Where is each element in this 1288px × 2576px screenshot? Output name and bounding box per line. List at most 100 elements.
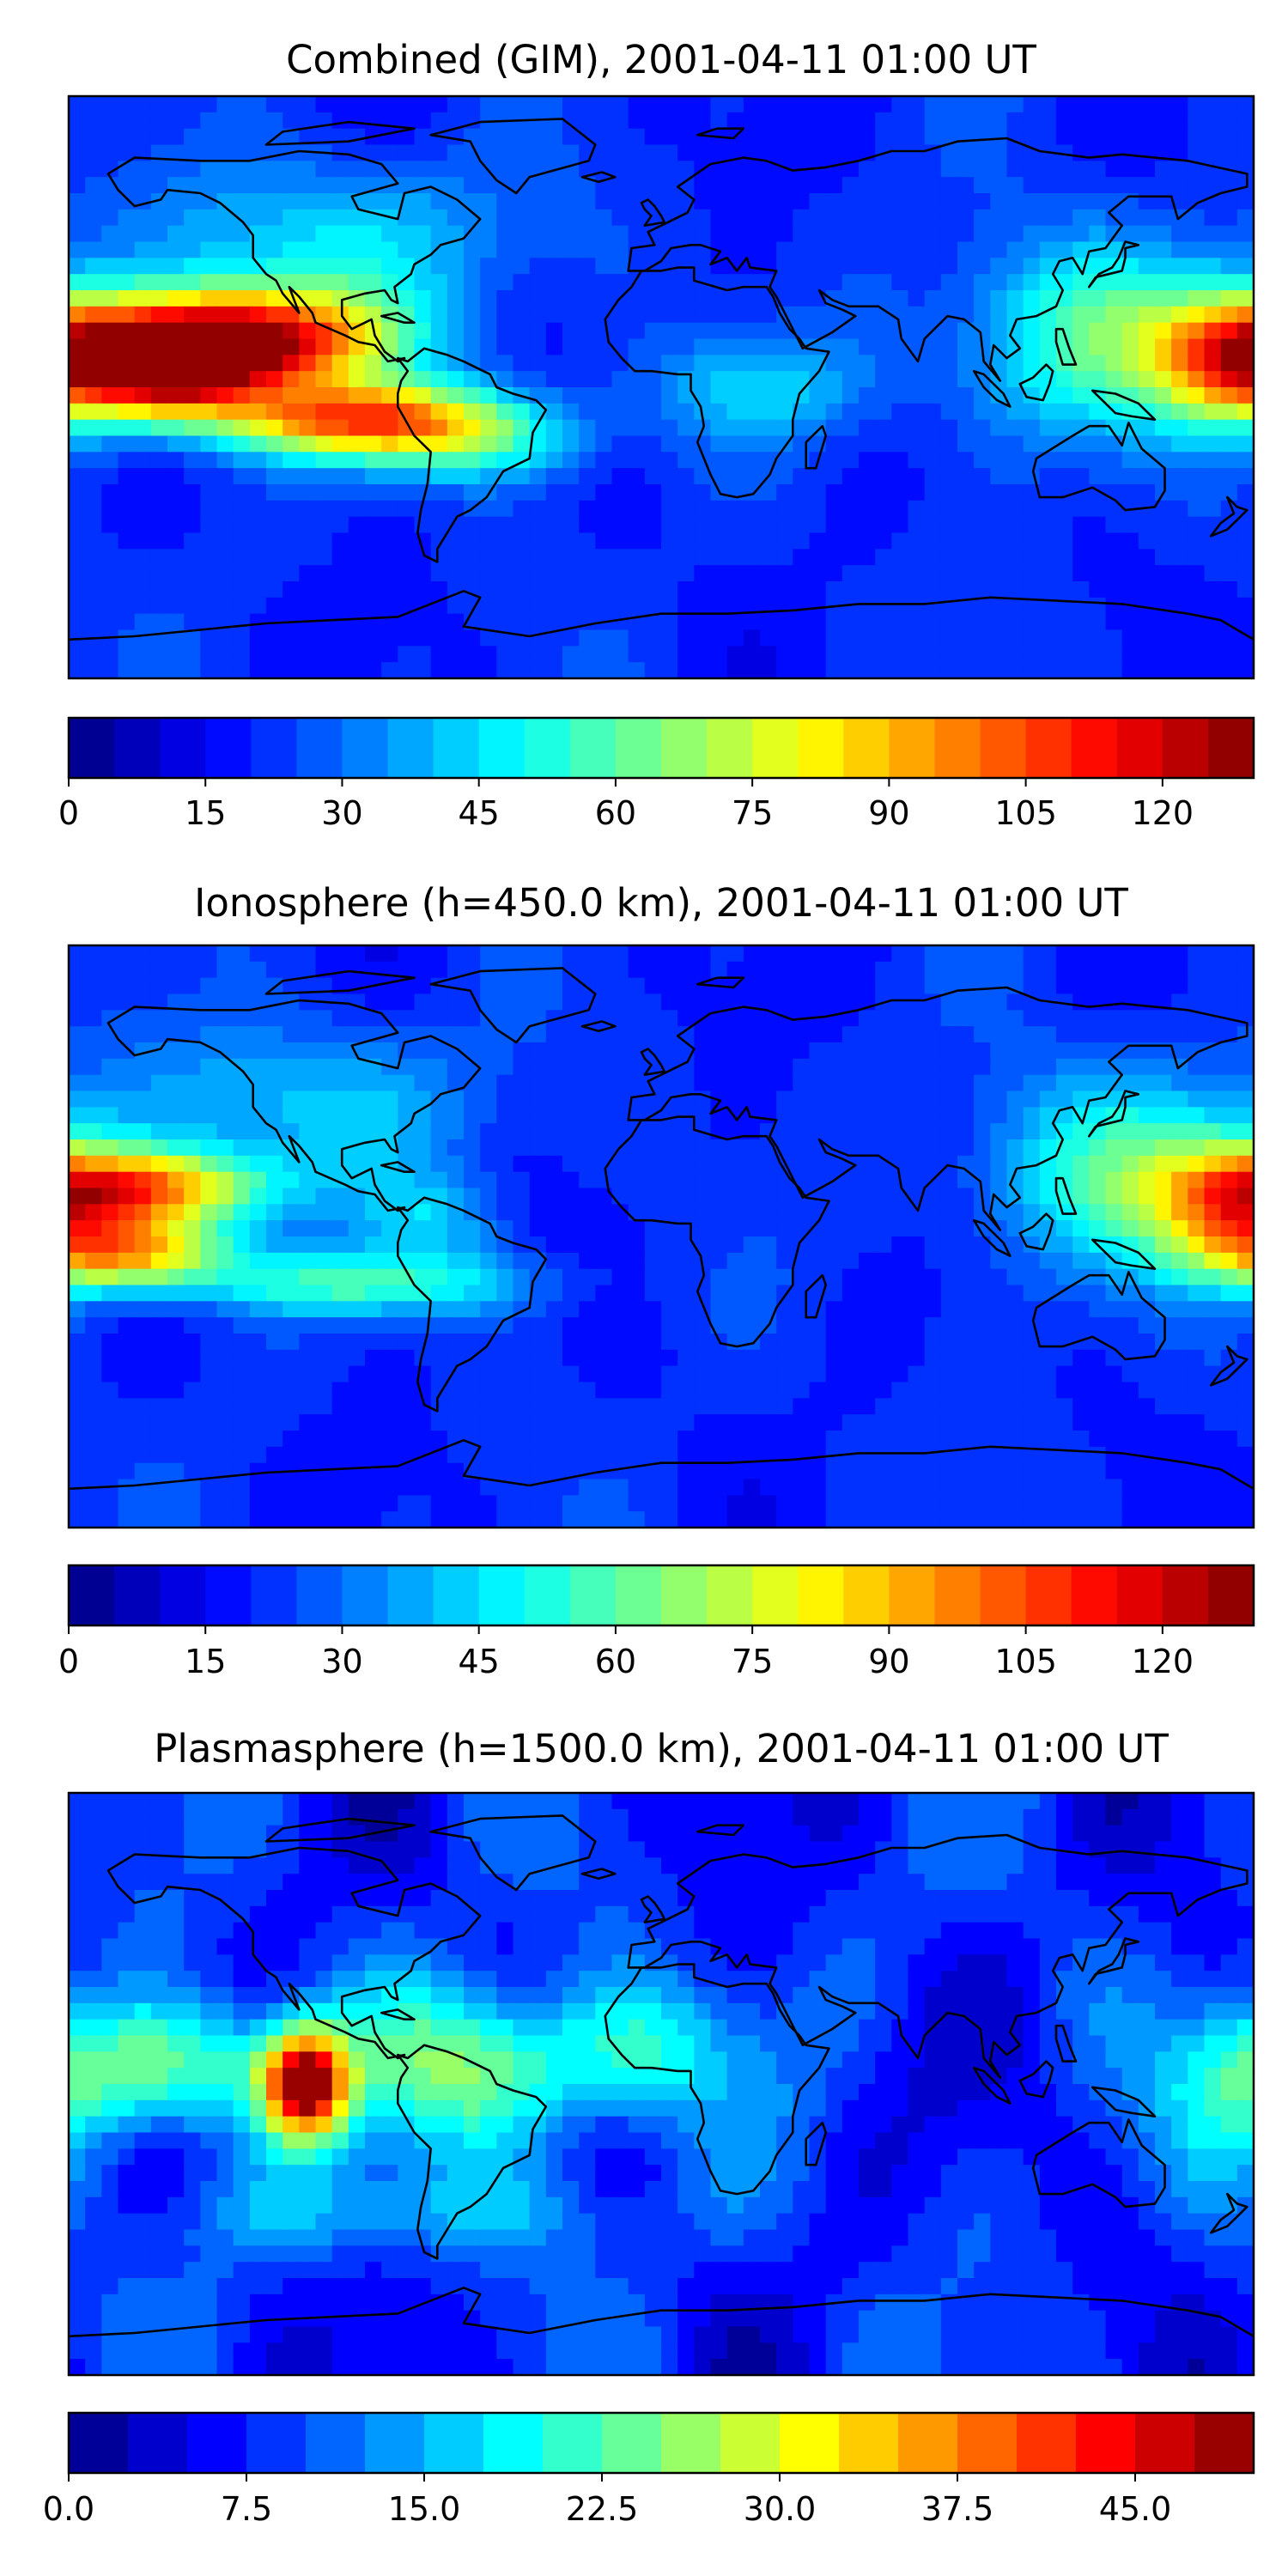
field-cell: [726, 1446, 744, 1464]
field-cell: [1023, 1317, 1041, 1334]
field-cell: [940, 1091, 958, 1108]
field-cell: [480, 128, 497, 146]
field-cell: [464, 1317, 481, 1334]
field-cell: [266, 258, 283, 275]
field-cell: [1089, 1431, 1107, 1448]
field-cell: [776, 1268, 793, 1286]
field-cell: [1121, 258, 1139, 275]
field-cell: [611, 1446, 629, 1464]
field-cell: [513, 1220, 531, 1237]
field-cell: [974, 209, 991, 227]
field-cell: [809, 1446, 827, 1464]
field-cell: [381, 662, 398, 679]
field-cell: [430, 290, 448, 307]
field-cell: [299, 1107, 317, 1124]
field-cell: [644, 290, 662, 307]
colorbar-segment: [1162, 718, 1209, 778]
field-cell: [644, 1204, 662, 1221]
field-cell: [331, 1334, 349, 1351]
field-cell: [315, 1285, 333, 1302]
field-cell: [611, 1123, 629, 1140]
field-cell: [579, 629, 596, 647]
field-cell: [216, 306, 234, 324]
field-cell: [118, 452, 136, 469]
field-cell: [545, 1058, 563, 1076]
field-cell: [726, 468, 744, 485]
field-cell: [1023, 338, 1041, 355]
field-cell: [859, 1220, 876, 1237]
field-cell: [677, 1204, 695, 1221]
field-cell: [1204, 1204, 1222, 1221]
field-cell: [760, 1188, 777, 1205]
field-cell: [859, 1382, 876, 1399]
field-cell: [1171, 1155, 1188, 1173]
field-cell: [579, 1334, 596, 1351]
field-cell: [480, 1268, 497, 1286]
field-cell: [447, 500, 465, 518]
field-cell: [1023, 355, 1041, 372]
field-cell: [940, 581, 958, 598]
field-cell: [1171, 1091, 1188, 1108]
field-cell: [776, 177, 793, 194]
field-cell: [841, 144, 860, 161]
field-cell: [200, 484, 218, 501]
field-cell: [940, 500, 958, 518]
field-cell: [348, 209, 366, 227]
field-cell: [513, 565, 531, 582]
field-cell: [1089, 371, 1107, 388]
field-cell: [249, 1058, 267, 1076]
field-cell: [266, 945, 283, 963]
field-cell: [957, 977, 975, 995]
field-cell: [1155, 1285, 1172, 1302]
field-cell: [513, 1317, 531, 1334]
field-cell: [283, 1204, 300, 1221]
field-cell: [908, 1431, 926, 1448]
field-cell: [1204, 1382, 1222, 1399]
field-cell: [85, 581, 102, 598]
field-cell: [299, 322, 317, 340]
field-cell: [513, 1382, 531, 1399]
field-cell: [891, 977, 909, 995]
field-cell: [414, 452, 432, 469]
field-cell: [381, 144, 398, 161]
field-cell: [859, 1123, 876, 1140]
field-cell: [1039, 1398, 1057, 1415]
field-cell: [1236, 96, 1255, 113]
field-cell: [974, 1074, 991, 1092]
field-cell: [315, 646, 333, 663]
field-cell: [1039, 1268, 1057, 1286]
field-cell: [69, 177, 86, 194]
field-cell: [1138, 225, 1156, 243]
field-cell: [677, 662, 695, 679]
field-cell: [69, 193, 86, 210]
field-cell: [628, 144, 646, 161]
field-cell: [1072, 1042, 1090, 1060]
field-cell: [348, 225, 366, 243]
field-cell: [1089, 597, 1107, 615]
field-cell: [1105, 549, 1123, 566]
field-cell: [184, 1091, 201, 1108]
field-cell: [760, 516, 777, 534]
field-cell: [562, 1026, 580, 1043]
field-cell: [974, 1446, 991, 1464]
field-cell: [480, 241, 497, 258]
field-cell: [1220, 322, 1238, 340]
field-cell: [134, 96, 152, 113]
field-cell: [825, 209, 843, 227]
field-cell: [200, 435, 218, 453]
field-cell: [694, 1026, 712, 1043]
field-cell: [1204, 241, 1222, 258]
field-cell: [184, 274, 201, 291]
field-cell: [1006, 338, 1024, 355]
field-cell: [480, 225, 497, 243]
field-cell: [611, 161, 629, 178]
field-cell: [529, 662, 547, 679]
field-cell: [579, 1349, 596, 1367]
field-cell: [69, 355, 86, 372]
field-cell: [69, 435, 86, 453]
field-cell: [1072, 484, 1090, 501]
field-cell: [299, 435, 317, 453]
field-cell: [315, 945, 333, 963]
field-cell: [464, 290, 481, 307]
field-cell: [940, 1074, 958, 1092]
